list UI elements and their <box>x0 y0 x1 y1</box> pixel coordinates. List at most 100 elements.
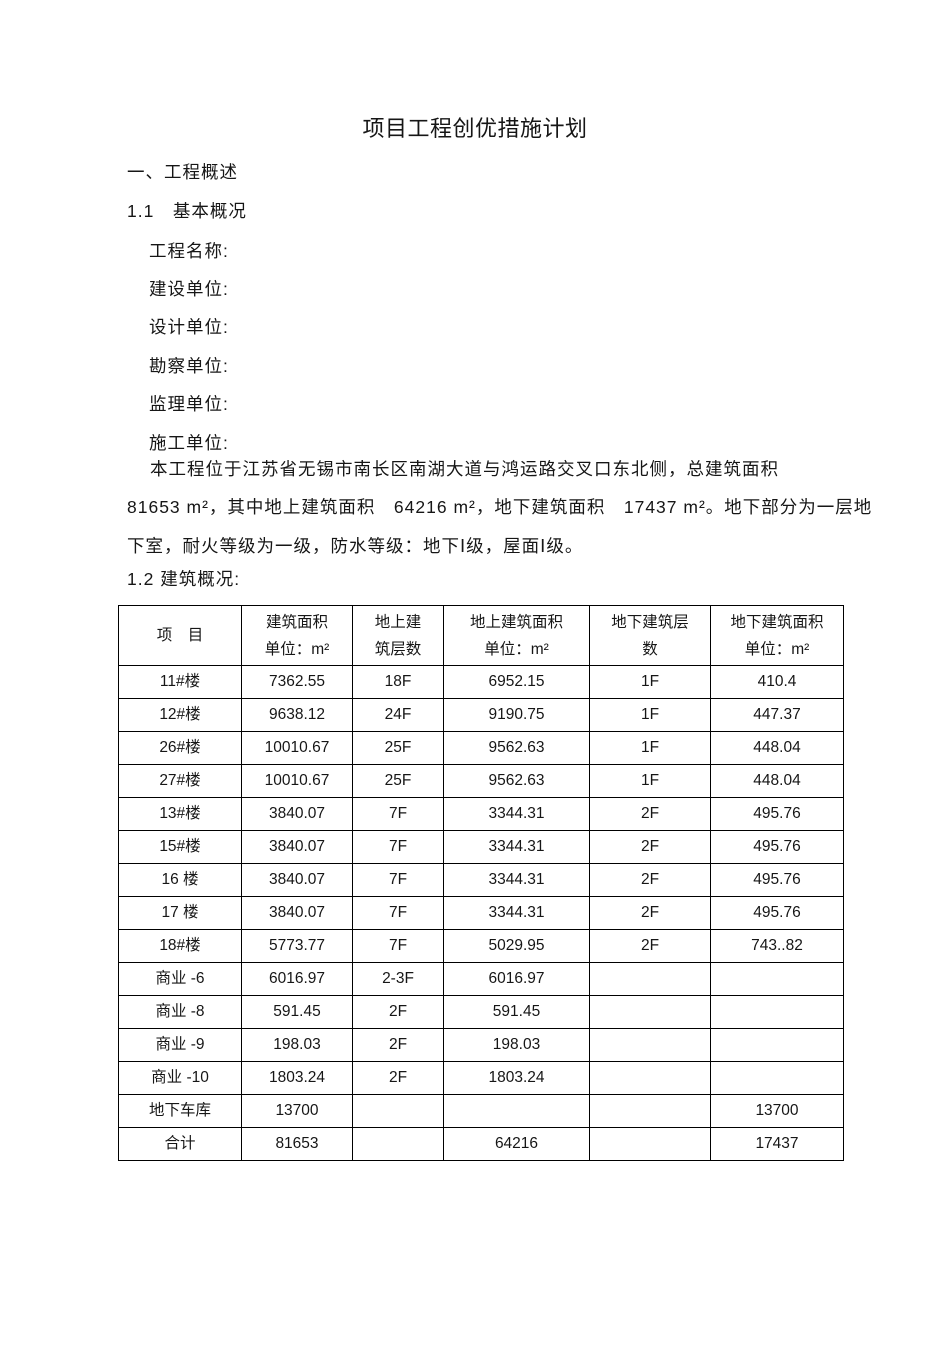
table-cell: 5029.95 <box>443 929 590 963</box>
table-cell: 15#楼 <box>118 830 242 864</box>
table-cell: 3344.31 <box>443 797 590 831</box>
table-row: 17 楼 3840.07 7F 3344.31 2F 495.76 <box>118 896 844 930</box>
table-cell: 13700 <box>710 1094 844 1128</box>
table-cell: 2F <box>589 797 711 831</box>
table-row: 商业 -6 6016.97 2-3F 6016.97 <box>118 962 844 996</box>
table-cell: 3344.31 <box>443 863 590 897</box>
table-cell <box>443 1094 590 1128</box>
table-cell: 1F <box>589 665 711 699</box>
table-cell: 9562.63 <box>443 764 590 798</box>
table-cell <box>710 1061 844 1095</box>
table-cell: 448.04 <box>710 731 844 765</box>
table-cell: 6952.15 <box>443 665 590 699</box>
table-cell: 7F <box>352 830 444 864</box>
table-cell: 商业 -6 <box>118 962 242 996</box>
table-cell: 1F <box>589 731 711 765</box>
table-row: 13#楼 3840.07 7F 3344.31 2F 495.76 <box>118 797 844 831</box>
table-header-cell: 地上建 筑层数 <box>352 605 444 666</box>
table-cell: 3344.31 <box>443 896 590 930</box>
table-cell: 6016.97 <box>443 962 590 996</box>
table-header-row: 项 目 建筑面积 单位：m² 地上建 筑层数 地上建筑面积 单位：m² 地下建筑… <box>118 605 844 666</box>
table-cell <box>352 1094 444 1128</box>
table-cell: 3840.07 <box>241 797 353 831</box>
table-header-cell: 项 目 <box>118 605 242 666</box>
table-cell: 447.37 <box>710 698 844 732</box>
table-cell: 591.45 <box>443 995 590 1029</box>
table-row: 11#楼 7362.55 18F 6952.15 1F 410.4 <box>118 665 844 699</box>
table-cell: 198.03 <box>443 1028 590 1062</box>
table-cell: 7F <box>352 896 444 930</box>
table-cell: 3840.07 <box>241 830 353 864</box>
table-cell <box>352 1127 444 1161</box>
field-construction-unit: 建设单位: <box>149 279 229 300</box>
table-cell: 6016.97 <box>241 962 353 996</box>
table-row: 26#楼 10010.67 25F 9562.63 1F 448.04 <box>118 731 844 765</box>
table-cell <box>710 1028 844 1062</box>
table-row: 12#楼 9638.12 24F 9190.75 1F 447.37 <box>118 698 844 732</box>
table-header: 项 目 建筑面积 单位：m² 地上建 筑层数 地上建筑面积 单位：m² 地下建筑… <box>118 605 844 666</box>
table-cell: 17437 <box>710 1127 844 1161</box>
table-cell: 1F <box>589 764 711 798</box>
table-body: 11#楼 7362.55 18F 6952.15 1F 410.4 12#楼 9638.12 2… <box>118 665 844 1161</box>
building-overview-table: 项 目 建筑面积 单位：m² 地上建 筑层数 地上建筑面积 单位：m² 地下建筑… <box>118 605 844 1161</box>
table-cell: 2F <box>352 995 444 1029</box>
table-cell: 3344.31 <box>443 830 590 864</box>
table-cell: 2F <box>589 863 711 897</box>
table-cell: 商业 -8 <box>118 995 242 1029</box>
heading-section-1: 一、工程概述 <box>127 162 238 182</box>
table-cell: 2F <box>352 1061 444 1095</box>
table-cell: 16 楼 <box>118 863 242 897</box>
table-cell <box>589 1061 711 1095</box>
table-row: 合计 81653 64216 17437 <box>118 1127 844 1161</box>
table-cell: 410.4 <box>710 665 844 699</box>
table-cell: 3840.07 <box>241 863 353 897</box>
table-cell: 448.04 <box>710 764 844 798</box>
table-cell: 商业 -10 <box>118 1061 242 1095</box>
table-cell <box>589 1127 711 1161</box>
table-cell: 24F <box>352 698 444 732</box>
field-label-list: 工程名称: 建设单位: 设计单位: 勘察单位: 监理单位: 施工单位: <box>149 231 229 461</box>
table-cell: 743..82 <box>710 929 844 963</box>
table-row: 地下车库 13700 13700 <box>118 1094 844 1128</box>
table-cell: 9562.63 <box>443 731 590 765</box>
table-cell <box>710 962 844 996</box>
table-header-cell: 地下建筑层 数 <box>589 605 711 666</box>
paragraph-line: 81653 m²，其中地上建筑面积 64216 m²，地下建筑面积 17437 … <box>127 497 873 518</box>
table-cell: 7F <box>352 797 444 831</box>
table-cell: 495.76 <box>710 830 844 864</box>
heading-section-1-1: 1.1 基本概况 <box>127 201 247 221</box>
table-header-cell: 地上建筑面积 单位：m² <box>443 605 590 666</box>
table-row: 18#楼 5773.77 7F 5029.95 2F 743..82 <box>118 929 844 963</box>
table-cell: 2-3F <box>352 962 444 996</box>
table-header-cell: 建筑面积 单位：m² <box>241 605 353 666</box>
table-cell: 5773.77 <box>241 929 353 963</box>
table-cell: 25F <box>352 731 444 765</box>
table-cell: 2F <box>589 830 711 864</box>
table-cell: 591.45 <box>241 995 353 1029</box>
table-cell: 1803.24 <box>443 1061 590 1095</box>
table-cell: 7F <box>352 929 444 963</box>
field-project-name: 工程名称: <box>149 240 229 261</box>
table-row: 商业 -8 591.45 2F 591.45 <box>118 995 844 1029</box>
table-cell: 198.03 <box>241 1028 353 1062</box>
table-cell: 2F <box>589 896 711 930</box>
table-cell: 81653 <box>241 1127 353 1161</box>
field-design-unit: 设计单位: <box>149 317 229 338</box>
table-cell: 495.76 <box>710 863 844 897</box>
table-cell: 11#楼 <box>118 665 242 699</box>
table-cell: 3840.07 <box>241 896 353 930</box>
field-supervision-unit: 监理单位: <box>149 394 229 415</box>
table-row: 商业 -10 1803.24 2F 1803.24 <box>118 1061 844 1095</box>
table-cell <box>589 1094 711 1128</box>
table-cell: 18#楼 <box>118 929 242 963</box>
table-cell: 合计 <box>118 1127 242 1161</box>
table-cell: 17 楼 <box>118 896 242 930</box>
table-row: 16 楼 3840.07 7F 3344.31 2F 495.76 <box>118 863 844 897</box>
table-cell: 1803.24 <box>241 1061 353 1095</box>
table-cell <box>710 995 844 1029</box>
table-cell: 12#楼 <box>118 698 242 732</box>
table-cell: 7362.55 <box>241 665 353 699</box>
table-cell: 7F <box>352 863 444 897</box>
field-builder-unit: 施工单位: <box>149 432 229 453</box>
